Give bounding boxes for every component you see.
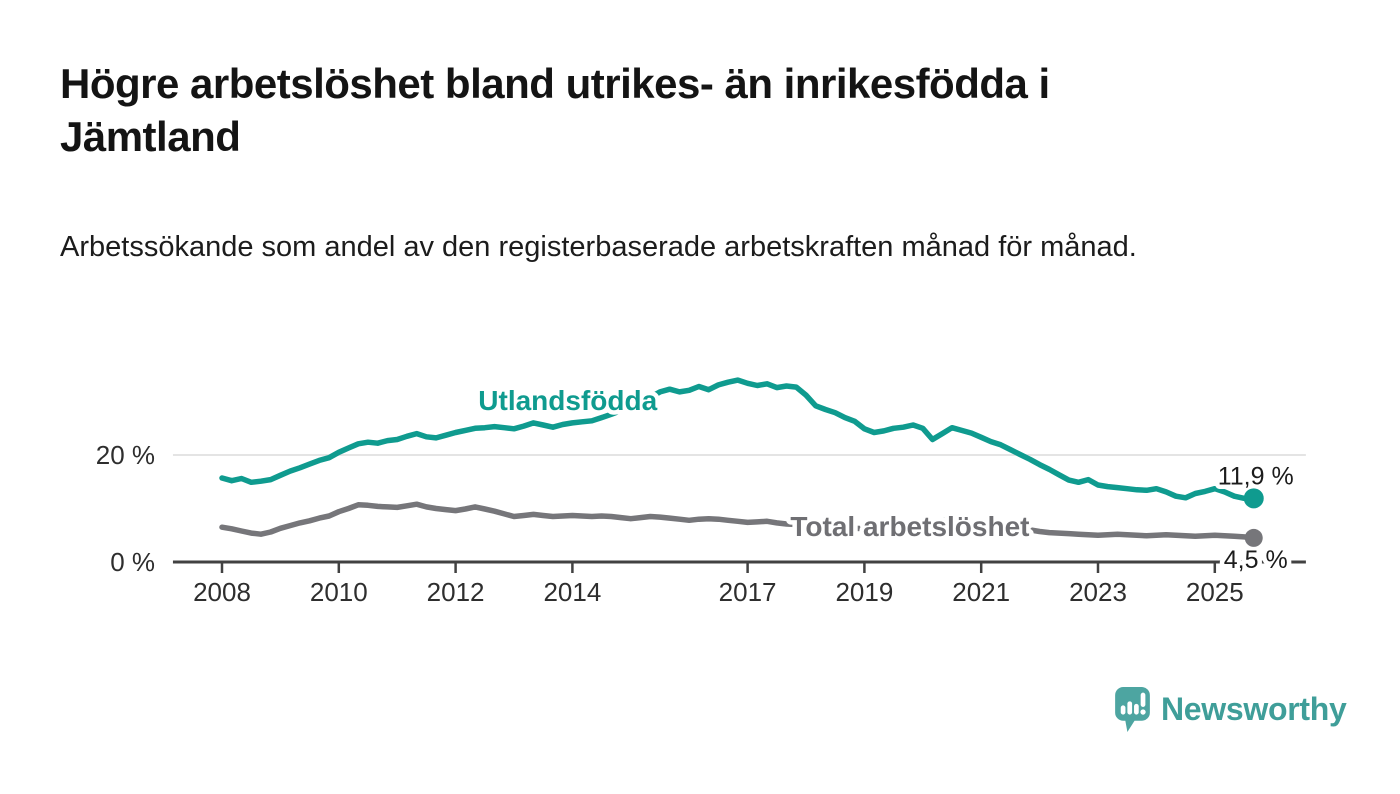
x-tick-label-2012: 2012 — [427, 577, 485, 607]
newsworthy-brand[interactable]: Newsworthy — [1114, 686, 1347, 733]
newsworthy-logo-icon — [1115, 687, 1150, 732]
end-value-label-total: 4,5 % — [1224, 546, 1288, 574]
brand-name: Newsworthy — [1161, 691, 1347, 727]
end-dot-total — [1244, 528, 1263, 547]
x-tick-label-2019: 2019 — [835, 577, 893, 607]
y-tick-label-0: 0 % — [110, 547, 155, 577]
chart-subtitle: Arbetssökande som andel av den registerb… — [60, 231, 1137, 263]
series-label-total: Total arbetslöshet — [790, 511, 1029, 542]
x-tick-label-2017: 2017 — [719, 577, 777, 607]
page-title: Högre arbetslöshet bland utrikes- än inr… — [60, 60, 1050, 160]
series-line-total — [219, 501, 1257, 541]
x-tick-label-2023: 2023 — [1069, 577, 1127, 607]
x-tick-label-2025: 2025 — [1186, 577, 1244, 607]
logo-bar-2 — [1127, 701, 1133, 715]
logo-bar-1 — [1120, 705, 1126, 715]
logo-exclamation-bar — [1140, 692, 1146, 707]
logo-exclamation-dot — [1140, 709, 1146, 715]
y-tick-label-20: 20 % — [96, 440, 155, 470]
series-line-utlandsfodda — [219, 377, 1257, 502]
logo-bar-3 — [1134, 703, 1139, 715]
series-label-utlandsfodda: Utlandsfödda — [478, 385, 657, 416]
end-dot-utlandsfodda — [1243, 488, 1264, 509]
x-tick-label-2010: 2010 — [310, 577, 368, 607]
end-value-label-utlandsfodda: 11,9 % — [1218, 462, 1294, 490]
x-tick-label-2014: 2014 — [543, 577, 601, 607]
x-tick-label-2021: 2021 — [952, 577, 1010, 607]
x-tick-label-2008: 2008 — [193, 577, 251, 607]
